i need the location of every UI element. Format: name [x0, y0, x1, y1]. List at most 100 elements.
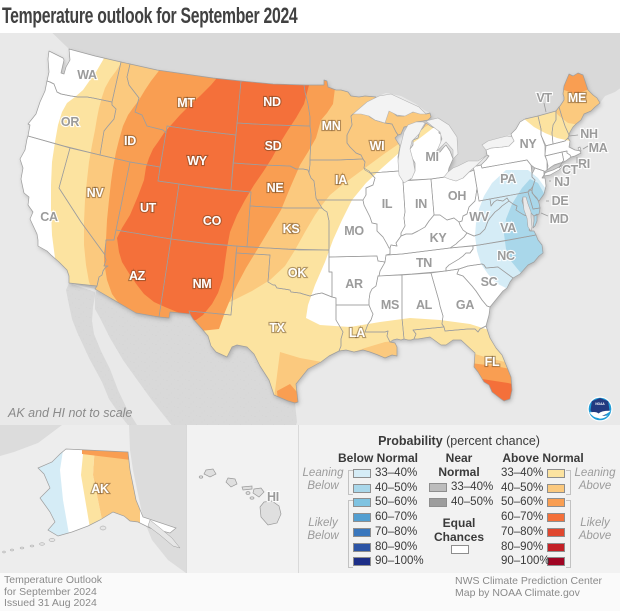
- us-map: WA OR CA NV ID MT WY UT CO AZ NM ND SD NE KS OK TX MN IA MO…: [0, 33, 620, 425]
- state-label-ct: CT: [562, 163, 579, 177]
- footer-left-line3: Issued 31 Aug 2024: [4, 597, 97, 609]
- state-label-ks: KS: [283, 222, 300, 236]
- state-label-nj: NJ: [554, 175, 570, 189]
- legend-title-rest: (percent chance): [442, 434, 540, 448]
- label-leader-line: [540, 212, 549, 217]
- state-label-sd: SD: [265, 139, 282, 153]
- state-label-mt: MT: [177, 96, 195, 110]
- legend-swatch: [353, 513, 371, 523]
- footer-left-line1: Temperature Outlook: [4, 574, 103, 586]
- state-labels: WA OR CA NV ID MT WY UT CO AZ NM ND SD NE KS OK TX MN IA MO…: [39, 67, 609, 370]
- state-label-az: AZ: [129, 269, 146, 283]
- bracket-leaning-above: [566, 470, 571, 495]
- lakes: [352, 93, 515, 184]
- legend-swatch: [547, 557, 565, 567]
- state-label-or: OR: [61, 115, 79, 129]
- legend-equal-chances-swatch: [451, 545, 469, 554]
- title-bar: Temperature outlook for September 2024: [0, 0, 620, 33]
- legend-range: 40–50%: [501, 481, 544, 494]
- legend-range: 60–70%: [501, 511, 544, 524]
- state-label-hi: HI: [267, 490, 279, 504]
- mexico-terrain-stipple: [66, 283, 297, 425]
- state-label-sc: SC: [481, 275, 498, 289]
- state-label-nh: NH: [580, 127, 598, 141]
- legend-range: 90–100%: [375, 555, 424, 568]
- state-label-ne: NE: [267, 181, 284, 195]
- legend-range: 33–40%: [375, 467, 418, 479]
- state-label-ms: MS: [381, 298, 399, 312]
- footer-right-line2: Map by NOAA Climate.gov: [455, 586, 580, 599]
- legend-swatch: [547, 469, 565, 478]
- state-label-va: VA: [500, 221, 516, 235]
- state-label-md: MD: [550, 212, 569, 226]
- state-label-ar: AR: [345, 277, 363, 291]
- legend-side-label-leaning-below: Leaning Below: [300, 467, 346, 493]
- legend-title-bold: Probability: [378, 434, 443, 448]
- legend-equal-chances-label: Equal Chances: [424, 516, 494, 544]
- state-label-ga: GA: [456, 298, 474, 312]
- side-label-leaning-below-line1: Leaning: [302, 467, 344, 479]
- noaa-logo: NOAA: [587, 396, 613, 422]
- side-label-leaning-below-line2: Below: [307, 480, 339, 492]
- legend-range: 80–90%: [375, 540, 418, 553]
- footer-left-line2: for September 2024: [4, 585, 97, 598]
- legend-swatch: [353, 498, 371, 508]
- legend-range: 70–80%: [375, 525, 418, 538]
- legend-side-label-likely-below: Likely Below: [300, 517, 346, 543]
- legend-range: 33–40%: [451, 481, 494, 493]
- state-label-la: LA: [349, 326, 365, 340]
- state-label-ky: KY: [430, 231, 448, 245]
- state-label-ia: IA: [335, 173, 347, 187]
- legend-swatch: [353, 469, 371, 478]
- legend-range: 40–50%: [451, 495, 494, 508]
- page-title: Temperature outlook for September 2024: [2, 3, 298, 28]
- near-normal-line1: Near: [445, 451, 473, 465]
- legend-side-label-likely-above: Likely Above: [572, 517, 618, 543]
- state-label-in: IN: [415, 197, 427, 211]
- legend-range: 60–70%: [375, 511, 418, 524]
- state-label-ri: RI: [578, 157, 590, 171]
- legend-range: 70–80%: [501, 525, 544, 538]
- legend-range: 80–90%: [501, 540, 544, 553]
- separator-hi-legend: [298, 425, 299, 573]
- state-label-wy: WY: [187, 154, 207, 168]
- aleutian-islands: [2, 519, 181, 554]
- state-label-il: IL: [382, 197, 393, 211]
- state-label-nv: NV: [87, 186, 105, 200]
- label-leader-line: [582, 145, 589, 150]
- legend-swatch: [547, 498, 565, 508]
- legend-header-above-normal: Above Normal: [502, 451, 584, 465]
- side-label-likely-above-line2: Above: [578, 530, 612, 542]
- state-label-mi: MI: [425, 150, 438, 164]
- chesapeake-bay: [522, 196, 533, 232]
- state-label-mn: MN: [322, 119, 341, 133]
- map-note: AK and HI not to scale: [8, 406, 133, 420]
- legend-swatch: [353, 557, 371, 567]
- legend-header-below-normal: Below Normal: [337, 451, 418, 465]
- state-label-wi: WI: [370, 139, 385, 153]
- state-label-al: AL: [416, 298, 433, 312]
- state-label-nd: ND: [263, 95, 281, 109]
- legend-swatch: [353, 483, 371, 493]
- legend-range: 50–60%: [501, 496, 544, 509]
- svg-text:NOAA: NOAA: [595, 402, 605, 406]
- state-label-de: DE: [552, 194, 569, 208]
- legend-swatch: [547, 542, 565, 552]
- legend-swatch: [547, 527, 565, 537]
- legend-range: 90–100%: [501, 555, 550, 568]
- state-label-ny: NY: [520, 137, 538, 151]
- legend-title: Probability (percent chance): [298, 434, 620, 448]
- state-label-nm: NM: [193, 277, 212, 291]
- state-label-ca: CA: [40, 210, 58, 224]
- map-panel: WA OR CA NV ID MT WY UT CO AZ NM ND SD NE KS OK TX MN IA MO…: [0, 33, 620, 425]
- state-label-co: CO: [203, 214, 222, 228]
- bracket-leaning-below: [348, 470, 353, 495]
- legend-swatch: [353, 542, 371, 552]
- probability-legend: Probability (percent chance) Below Norma…: [298, 425, 620, 573]
- side-label-leaning-above-line1: Leaning: [574, 467, 616, 479]
- legend-swatch: [547, 513, 565, 523]
- near-normal-line2: Normal: [438, 465, 480, 479]
- label-leader-line: [543, 102, 547, 113]
- label-leader-line: [568, 134, 579, 137]
